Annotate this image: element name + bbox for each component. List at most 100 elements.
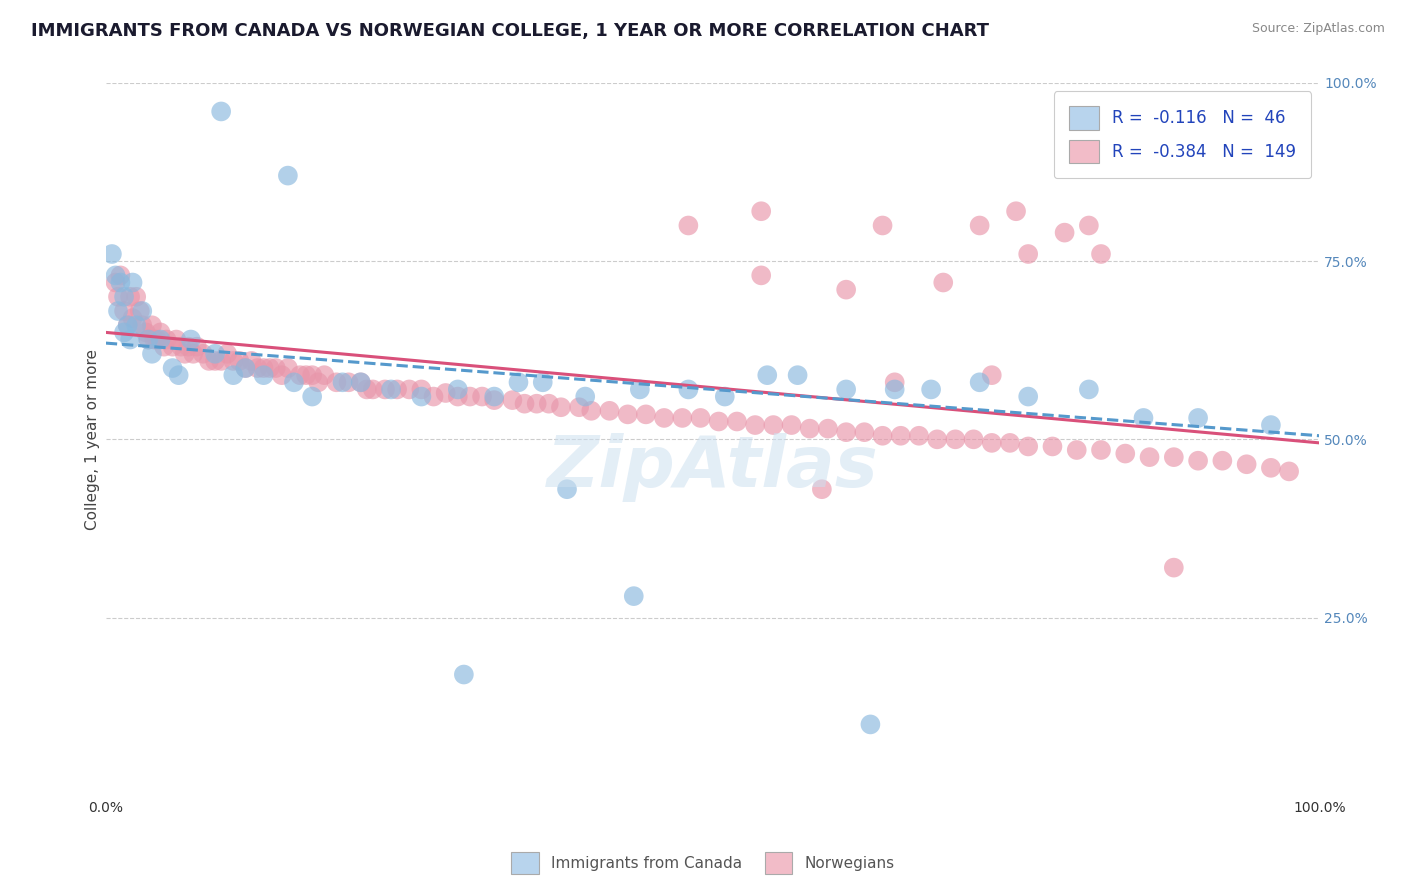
Point bbox=[1114, 446, 1136, 460]
Point bbox=[568, 401, 591, 415]
Point bbox=[162, 361, 184, 376]
Point bbox=[136, 333, 159, 347]
Point bbox=[301, 390, 323, 404]
Point bbox=[332, 376, 354, 390]
Point bbox=[1139, 450, 1161, 464]
Point bbox=[277, 361, 299, 376]
Point bbox=[361, 383, 384, 397]
Point bbox=[162, 340, 184, 354]
Point bbox=[581, 404, 603, 418]
Point bbox=[749, 204, 772, 219]
Point bbox=[380, 383, 402, 397]
Point bbox=[136, 333, 159, 347]
Point bbox=[422, 390, 444, 404]
Point bbox=[117, 318, 139, 333]
Point bbox=[762, 418, 785, 433]
Point bbox=[1132, 411, 1154, 425]
Point bbox=[537, 397, 560, 411]
Point bbox=[270, 368, 292, 383]
Point bbox=[756, 368, 779, 383]
Point bbox=[482, 390, 505, 404]
Point bbox=[853, 425, 876, 440]
Point bbox=[121, 276, 143, 290]
Point bbox=[385, 383, 408, 397]
Point bbox=[155, 333, 177, 347]
Point bbox=[411, 383, 433, 397]
Point bbox=[890, 429, 912, 443]
Point bbox=[458, 390, 481, 404]
Point bbox=[1187, 411, 1209, 425]
Point bbox=[264, 361, 287, 376]
Point bbox=[1211, 104, 1233, 119]
Point bbox=[932, 276, 955, 290]
Point bbox=[235, 361, 257, 376]
Point bbox=[235, 361, 257, 376]
Point bbox=[1077, 219, 1099, 233]
Point bbox=[678, 383, 700, 397]
Point bbox=[835, 283, 858, 297]
Point bbox=[222, 354, 245, 368]
Point bbox=[1163, 560, 1185, 574]
Point bbox=[872, 429, 894, 443]
Point bbox=[811, 482, 834, 496]
Point bbox=[209, 354, 232, 368]
Point bbox=[1017, 390, 1039, 404]
Point bbox=[101, 247, 124, 261]
Point bbox=[513, 397, 536, 411]
Point bbox=[980, 368, 1002, 383]
Legend: Immigrants from Canada, Norwegians: Immigrants from Canada, Norwegians bbox=[505, 846, 901, 880]
Point bbox=[149, 326, 172, 340]
Point bbox=[259, 361, 281, 376]
Point bbox=[817, 422, 839, 436]
Point bbox=[120, 333, 142, 347]
Point bbox=[1090, 442, 1112, 457]
Point bbox=[191, 347, 214, 361]
Point bbox=[526, 397, 548, 411]
Point bbox=[962, 433, 984, 447]
Point bbox=[883, 383, 905, 397]
Point bbox=[1211, 453, 1233, 467]
Point bbox=[228, 354, 250, 368]
Point bbox=[146, 333, 169, 347]
Point bbox=[1077, 383, 1099, 397]
Point bbox=[434, 386, 457, 401]
Point bbox=[120, 290, 142, 304]
Point bbox=[1278, 464, 1301, 478]
Point bbox=[1017, 247, 1039, 261]
Point bbox=[678, 219, 700, 233]
Point bbox=[998, 436, 1021, 450]
Point bbox=[149, 333, 172, 347]
Point bbox=[165, 333, 187, 347]
Point bbox=[252, 368, 274, 383]
Point bbox=[1260, 418, 1282, 433]
Point bbox=[652, 411, 675, 425]
Point bbox=[969, 219, 991, 233]
Point bbox=[786, 368, 808, 383]
Point bbox=[799, 422, 821, 436]
Point bbox=[295, 368, 318, 383]
Point bbox=[110, 276, 132, 290]
Point bbox=[598, 404, 620, 418]
Point bbox=[555, 482, 578, 496]
Point bbox=[301, 368, 323, 383]
Point bbox=[1053, 226, 1076, 240]
Point bbox=[307, 376, 329, 390]
Point bbox=[671, 411, 693, 425]
Point bbox=[1236, 457, 1258, 471]
Point bbox=[780, 418, 803, 433]
Point bbox=[350, 376, 373, 390]
Point bbox=[104, 268, 127, 283]
Point bbox=[181, 347, 204, 361]
Point bbox=[141, 347, 163, 361]
Point bbox=[107, 304, 129, 318]
Point bbox=[872, 219, 894, 233]
Point bbox=[125, 290, 148, 304]
Point bbox=[240, 354, 263, 368]
Point bbox=[143, 333, 166, 347]
Point bbox=[173, 347, 195, 361]
Point bbox=[725, 415, 748, 429]
Point bbox=[920, 383, 942, 397]
Point bbox=[112, 290, 135, 304]
Point bbox=[110, 268, 132, 283]
Point bbox=[835, 383, 858, 397]
